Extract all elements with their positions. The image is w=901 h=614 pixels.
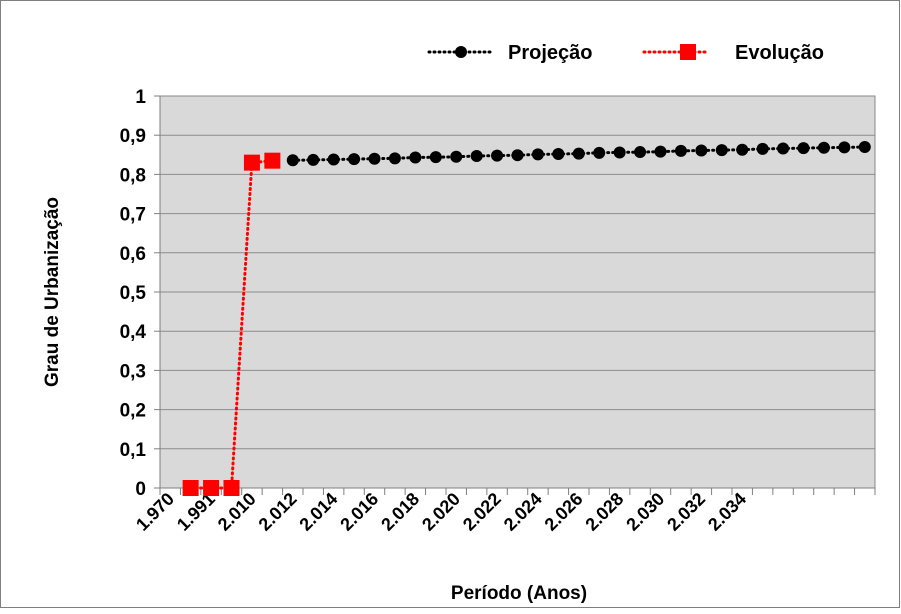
y-tick-label: 0,1 — [120, 440, 147, 461]
projecao-point — [797, 142, 810, 155]
legend-projecao-label: Projeção — [508, 42, 592, 64]
projecao-point — [572, 147, 585, 160]
projecao-point — [736, 143, 749, 156]
projecao-point — [777, 142, 790, 155]
projecao-point — [715, 144, 728, 157]
projecao-point — [593, 146, 606, 159]
y-tick-label: 0,7 — [120, 205, 146, 226]
y-tick-label: 0,2 — [120, 401, 146, 422]
projecao-point — [450, 150, 463, 163]
evolucao-point — [203, 480, 220, 496]
legend: Projeção Evolução — [427, 42, 824, 64]
projecao-point — [654, 145, 667, 158]
projecao-point — [552, 148, 565, 161]
y-tick-label: 0,8 — [120, 165, 146, 186]
projecao-point — [858, 140, 871, 153]
legend-projecao-marker — [455, 46, 467, 58]
evolucao-point — [223, 480, 240, 496]
projecao-point — [674, 144, 687, 157]
projecao-point — [817, 141, 830, 154]
grid-lines — [160, 134, 875, 450]
evolucao-point — [264, 152, 281, 169]
projecao-point — [511, 149, 524, 162]
legend-evolucao-label: Evolução — [735, 42, 824, 64]
projecao-point — [327, 153, 340, 166]
projecao-point — [531, 148, 544, 161]
evolucao-point — [243, 154, 260, 171]
y-axis-title: Grau de Urbanização — [42, 197, 63, 387]
projecao-point — [348, 153, 361, 166]
y-tick-label: 0,9 — [120, 126, 146, 147]
y-tick-label: 0 — [135, 479, 146, 500]
y-tick-label: 0,4 — [120, 322, 147, 343]
projecao-point — [695, 144, 708, 157]
projecao-point — [388, 152, 401, 165]
projecao-point — [409, 151, 422, 164]
projecao-point — [368, 152, 381, 165]
projecao-point — [470, 149, 483, 162]
projecao-point — [429, 151, 442, 164]
y-tick-label: 0,5 — [120, 283, 147, 304]
projecao-point — [286, 154, 299, 167]
x-axis-title: Período (Anos) — [451, 583, 587, 604]
projecao-point — [838, 141, 851, 154]
projecao-point — [756, 142, 769, 155]
projecao-point — [613, 146, 626, 159]
evolucao-point — [182, 480, 199, 496]
projecao-point — [307, 153, 320, 166]
y-tick-label: 0,6 — [120, 244, 146, 265]
projecao-point — [634, 146, 647, 159]
y-tick-label: 0,3 — [120, 361, 146, 382]
y-tick-label: 1 — [135, 87, 146, 108]
projecao-point — [491, 149, 504, 162]
legend-evolucao-marker — [680, 44, 696, 60]
series-layer — [182, 140, 871, 496]
